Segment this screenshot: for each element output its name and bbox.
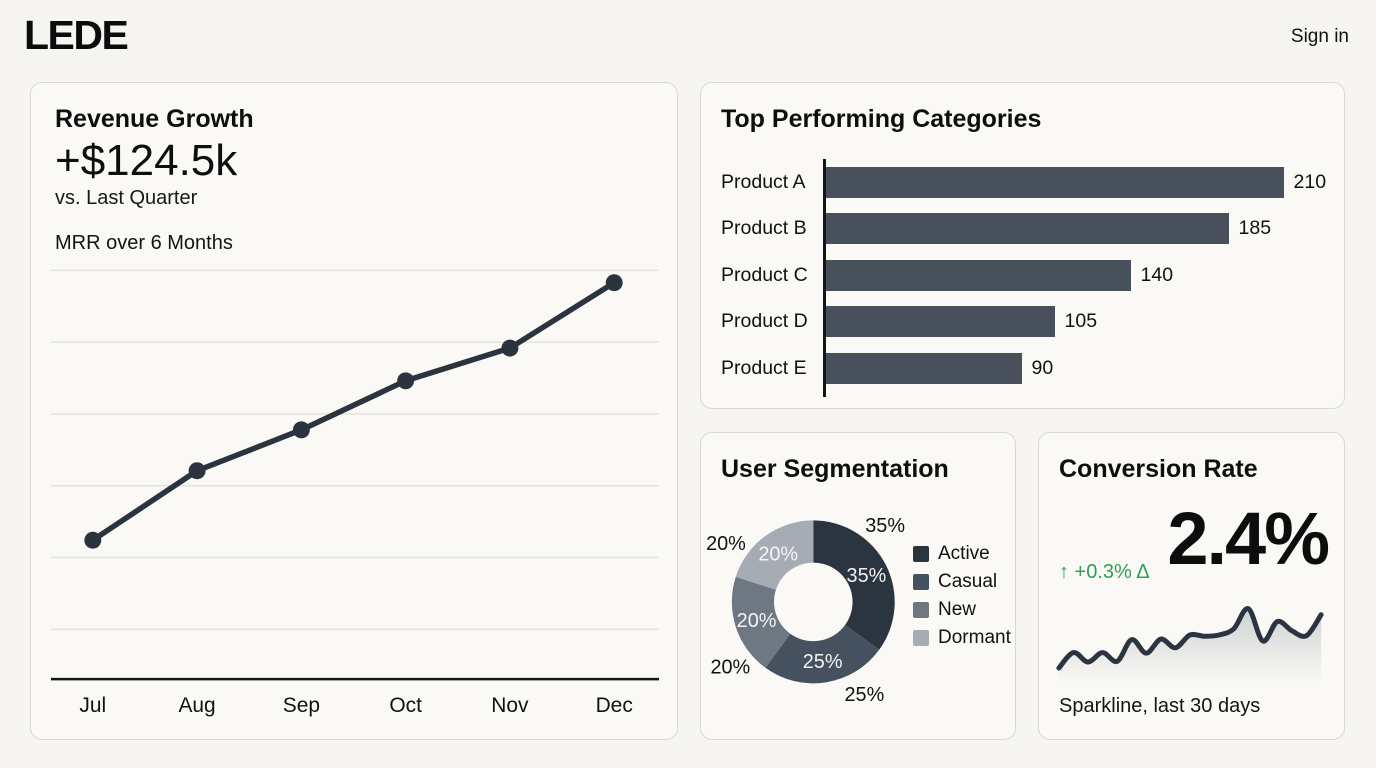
- donut-outer-label: 20%: [706, 533, 746, 555]
- bar-product-a: [825, 166, 1284, 198]
- donut-slice-casual: [765, 624, 880, 684]
- categories-bar-chart: Product A 210 Product B 185 Product C 140 Prod…: [721, 159, 1332, 397]
- bar-category-label: Product C: [721, 263, 808, 286]
- legend-swatch: [913, 574, 929, 590]
- bar-category-label: Product A: [721, 170, 806, 193]
- sparkline-fill: [1058, 608, 1322, 684]
- legend-swatch: [913, 546, 929, 562]
- bar-product-d: [825, 306, 1055, 338]
- donut-slice-active: [813, 520, 895, 650]
- mrr-line-series: [90, 279, 617, 543]
- bar-value-label: 105: [1064, 310, 1098, 333]
- legend-item-dormant: Dormant: [913, 627, 1011, 648]
- legend-label: Casual: [938, 571, 998, 592]
- categories-card-title: Top Performing Categories: [721, 105, 1042, 133]
- legend-item-new: New: [913, 599, 1011, 620]
- bar-value-label: 210: [1293, 170, 1327, 193]
- donut-inner-label: 35%: [847, 565, 887, 587]
- bar-value-label: 185: [1238, 217, 1272, 240]
- sparkline-caption: Sparkline, last 30 days: [1059, 695, 1261, 717]
- bar-row: Product D 105: [721, 299, 1332, 346]
- conversion-rate-card: Conversion Rate ↑ +0.3% Δ 2.4% Sparkline…: [1038, 432, 1345, 740]
- sparkline-path: [1056, 606, 1324, 671]
- bar-category-label: Product E: [721, 356, 807, 379]
- revenue-card-title: Revenue Growth: [55, 105, 254, 133]
- y-axis-line: [823, 159, 826, 397]
- bar-category-label: Product B: [721, 217, 807, 240]
- mrr-point-jul: [84, 531, 102, 549]
- conversion-card-title: Conversion Rate: [1059, 455, 1258, 483]
- mrr-point-sep: [292, 421, 310, 439]
- bar-product-c: [825, 259, 1131, 291]
- legend-item-casual: Casual: [913, 571, 1011, 592]
- revenue-kpi-value: +$124.5k: [55, 136, 238, 185]
- top-bar: LEDE Sign in: [0, 0, 1376, 82]
- bar-row: Product B 185: [721, 206, 1332, 253]
- bar-row: Product C 140: [721, 252, 1332, 299]
- mrr-point-dec: [605, 274, 623, 292]
- donut-inner-label: 25%: [803, 651, 843, 673]
- bar-rows: Product A 210 Product B 185 Product C 140 Prod…: [721, 159, 1332, 392]
- x-axis-label: Aug: [178, 694, 215, 717]
- bar-value-label: 90: [1031, 356, 1054, 379]
- donut-inner-label: 20%: [758, 544, 798, 566]
- legend-label: Dormant: [938, 627, 1011, 648]
- bar-product-e: [825, 352, 1022, 384]
- legend-label: New: [938, 599, 977, 620]
- bar-product-b: [825, 213, 1229, 245]
- x-axis-label: Nov: [491, 694, 529, 717]
- donut-legend: Active Casual New Dormant: [913, 543, 1011, 658]
- sign-in-link[interactable]: Sign in: [1290, 26, 1349, 47]
- user-segmentation-card: User Segmentation 35% 35% 25% 25% 20% 20% 20% 2…: [700, 432, 1016, 740]
- legend-swatch: [913, 630, 929, 646]
- mrr-point-aug: [188, 462, 206, 480]
- mrr-point-oct: [397, 372, 415, 390]
- donut-outer-label: 35%: [865, 515, 905, 537]
- x-axis-label: Sep: [283, 694, 320, 717]
- mrr-chart-label: MRR over 6 Months: [55, 232, 233, 254]
- mrr-point-nov: [501, 339, 519, 357]
- top-categories-card: Top Performing Categories Product A 210 Pr…: [700, 82, 1345, 409]
- bar-row: Product E 90: [721, 345, 1332, 392]
- donut-outer-label: 20%: [710, 657, 750, 679]
- x-axis-label: Jul: [79, 694, 106, 717]
- conversion-kpi-value: 2.4%: [1167, 497, 1330, 580]
- bar-value-label: 140: [1140, 263, 1174, 286]
- revenue-kpi-caption: vs. Last Quarter: [55, 187, 198, 209]
- bar-category-label: Product D: [721, 310, 808, 333]
- x-axis-label: Oct: [389, 694, 422, 717]
- revenue-growth-card: Revenue Growth +$124.5k vs. Last Quarter…: [30, 82, 678, 740]
- segmentation-card-title: User Segmentation: [721, 455, 949, 483]
- bar-row: Product A 210: [721, 159, 1332, 206]
- legend-item-active: Active: [913, 543, 1011, 564]
- x-axis-label: Dec: [596, 694, 633, 717]
- donut-outer-label: 25%: [844, 684, 884, 706]
- donut-slice-dormant: [735, 520, 814, 590]
- logo: LEDE: [24, 12, 129, 58]
- donut-slice-new: [731, 576, 791, 668]
- donut-inner-label: 20%: [737, 610, 777, 632]
- legend-label: Active: [938, 543, 990, 564]
- conversion-delta-badge: ↑ +0.3% Δ: [1059, 561, 1150, 583]
- legend-swatch: [913, 602, 929, 618]
